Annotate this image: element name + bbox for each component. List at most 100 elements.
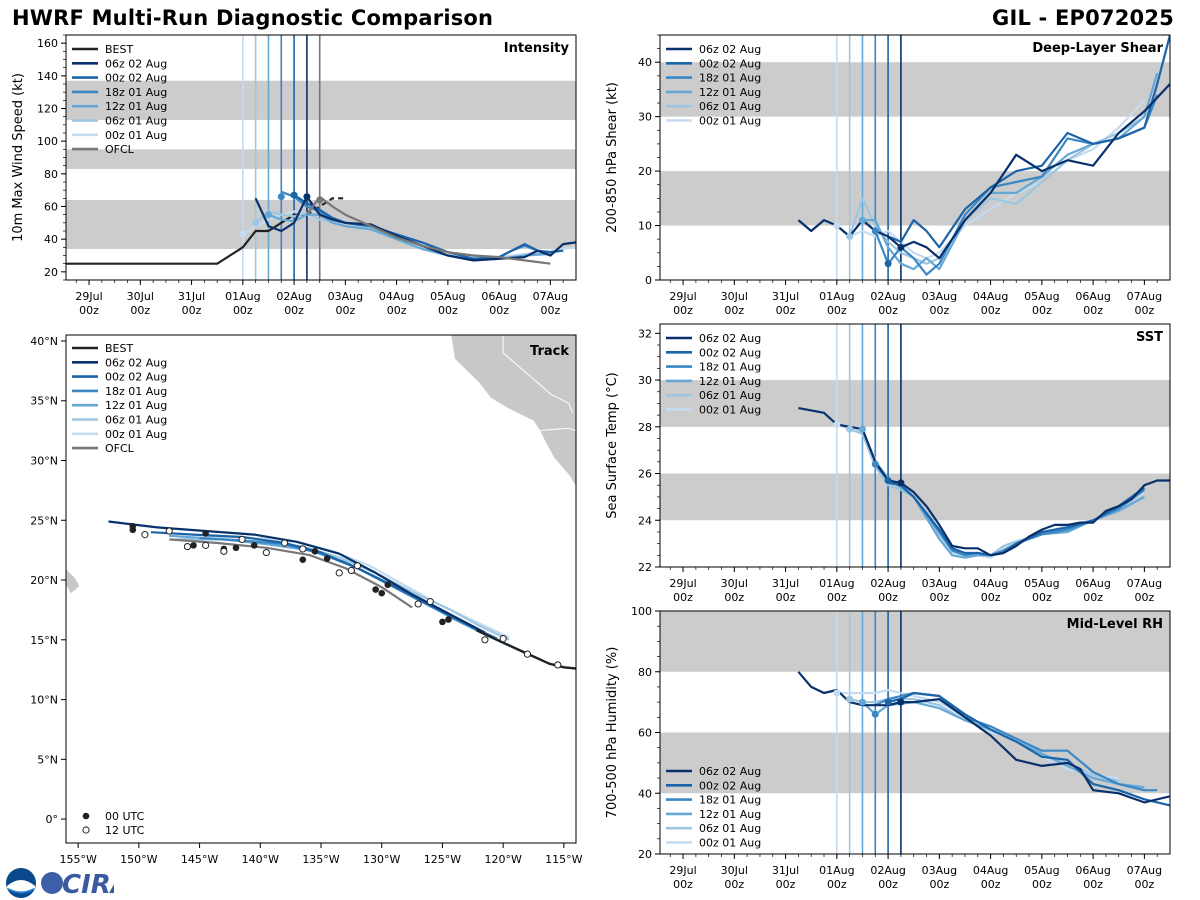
y-tick-label: 15°N (30, 634, 58, 647)
legend-label-06z-01-aug: 06z 01 Aug (105, 115, 167, 128)
init-marker-06z-02-aug (303, 193, 311, 201)
init-time-lines (242, 35, 321, 280)
y-tick-label: 40 (638, 787, 652, 800)
series-line-06z-02-aug (254, 195, 576, 262)
panel-track: 155°W 150°W 145°W 140°W 135°W 130°W 125°W 120°W… (30, 334, 583, 866)
x-tick-label: 30Jul (721, 577, 748, 590)
track-point-12utc (554, 661, 562, 669)
x-tick-label-hour: 00z (776, 591, 796, 604)
legend-label-00z-01-aug: 00z 01 Aug (105, 129, 167, 142)
track-line-18z-01-aug (199, 537, 498, 640)
x-tick-label: 07Aug (1127, 290, 1162, 303)
init-marker-00z-01-aug (833, 420, 841, 428)
x-tick-label-hour: 00z (673, 304, 693, 317)
y-tick-label: 80 (638, 666, 652, 679)
panel-title: Track (530, 344, 569, 359)
init-marker-06z-02-aug (897, 243, 905, 251)
x-tick-label-hour: 00z (540, 304, 560, 317)
track-point-12utc (347, 566, 355, 575)
x-tick-label: 140°W (242, 853, 279, 866)
series-group (797, 35, 1170, 276)
x-tick-label: 130°W (363, 853, 400, 866)
track-point-12utc (165, 527, 173, 535)
marker-legend-label: 12 UTC (105, 824, 145, 837)
x-tick-label-hour: 00z (929, 878, 949, 891)
agency-logos: CIRA (4, 866, 114, 900)
legend-label-18z-01-aug: 18z 01 Aug (105, 385, 167, 398)
x-tick-label-hour: 00z (776, 304, 796, 317)
x-tick-label: 31Jul (772, 577, 799, 590)
y-tick-label: 60 (44, 201, 58, 214)
track-point-12utc (481, 636, 489, 644)
series-line-06z-02-aug (797, 671, 1170, 804)
state-border (502, 335, 573, 413)
legend-label-best: BEST (105, 43, 133, 56)
x-tick-label-hour: 00z (827, 591, 847, 604)
series-group (66, 190, 576, 265)
x-tick-label: 155°W (59, 853, 96, 866)
x-tick-label: 31Jul (772, 864, 799, 877)
track-point-00utc (202, 530, 209, 537)
x-tick-label: 03Aug (922, 577, 957, 590)
y-tick-label: 20 (638, 165, 652, 178)
x-tick-label: 29Jul (669, 577, 696, 590)
track-point-00utc (323, 555, 331, 562)
x-tick-label-hour: 00z (1134, 878, 1154, 891)
x-tick-label: 31Jul (178, 290, 205, 303)
legend-label-00z-01-aug: 00z 01 Aug (699, 404, 761, 417)
y-tick-label: 35°N (30, 395, 58, 408)
y-tick-label: 120 (37, 103, 58, 116)
legend-label-06z-02-aug: 06z 02 Aug (105, 57, 167, 70)
x-tick-label-hour: 00z (233, 304, 253, 317)
x-tick-label-hour: 00z (1032, 878, 1052, 891)
x-tick-label-hour: 00z (387, 304, 407, 317)
track-point-12utc (299, 545, 307, 553)
x-tick-label: 05Aug (1024, 290, 1059, 303)
init-marker-06z-01-aug (846, 425, 854, 433)
init-marker-00z-01-aug (239, 230, 247, 238)
legend-label-06z-02-aug: 06z 02 Aug (699, 765, 761, 778)
init-marker-12z-01-aug (858, 216, 866, 224)
y-tick-label: 24 (638, 514, 652, 527)
x-tick-label: 01Aug (819, 290, 854, 303)
marker-legend-00utc (82, 812, 90, 820)
init-marker-06z-02-aug (897, 479, 905, 487)
y-tick-label: 20 (638, 848, 652, 861)
track-point-00utc (190, 542, 197, 549)
init-marker-06z-01-aug (846, 695, 854, 703)
shaded-band-0 (660, 171, 1170, 226)
x-tick-label-hour: 00z (724, 878, 744, 891)
legend-label-12z-01-aug: 12z 01 Aug (699, 86, 761, 99)
panel-shear: 01020304029Jul00z30Jul00z31Jul00z01Aug00… (605, 34, 1171, 317)
track-point-00utc (445, 616, 452, 623)
panel-title: SST (1136, 330, 1163, 345)
y-tick-label: 30°N (30, 455, 58, 468)
x-tick-label: 07Aug (1127, 577, 1162, 590)
x-tick-label-hour: 00z (878, 878, 898, 891)
y-tick-label: 100 (631, 605, 652, 618)
init-time-lines (836, 324, 902, 567)
x-tick-label-hour: 00z (1134, 304, 1154, 317)
track-lines (108, 520, 576, 670)
track-point-12utc (262, 548, 270, 557)
legend-label-06z-01-aug: 06z 01 Aug (699, 100, 761, 113)
legend-label-00z-01-aug: 00z 01 Aug (699, 837, 761, 850)
track-point-00utc (372, 586, 379, 593)
y-tick-label: 40 (44, 233, 58, 246)
x-tick-label-hour: 00z (1032, 304, 1052, 317)
x-tick-label: 31Jul (772, 290, 799, 303)
x-tick-label-hour: 00z (673, 591, 693, 604)
init-marker-00z-02-aug (884, 477, 892, 485)
land-group (66, 335, 576, 594)
x-tick-label-hour: 00z (79, 304, 99, 317)
y-tick-label: 25°N (30, 514, 58, 527)
y-tick-label: 32 (638, 327, 652, 340)
legend-label-12z-01-aug: 12z 01 Aug (699, 808, 761, 821)
track-point-00utc (439, 618, 446, 626)
legend-label-18z-01-aug: 18z 01 Aug (699, 794, 761, 807)
x-tick-label-hour: 00z (673, 878, 693, 891)
y-tick-label: 40°N (30, 335, 58, 348)
